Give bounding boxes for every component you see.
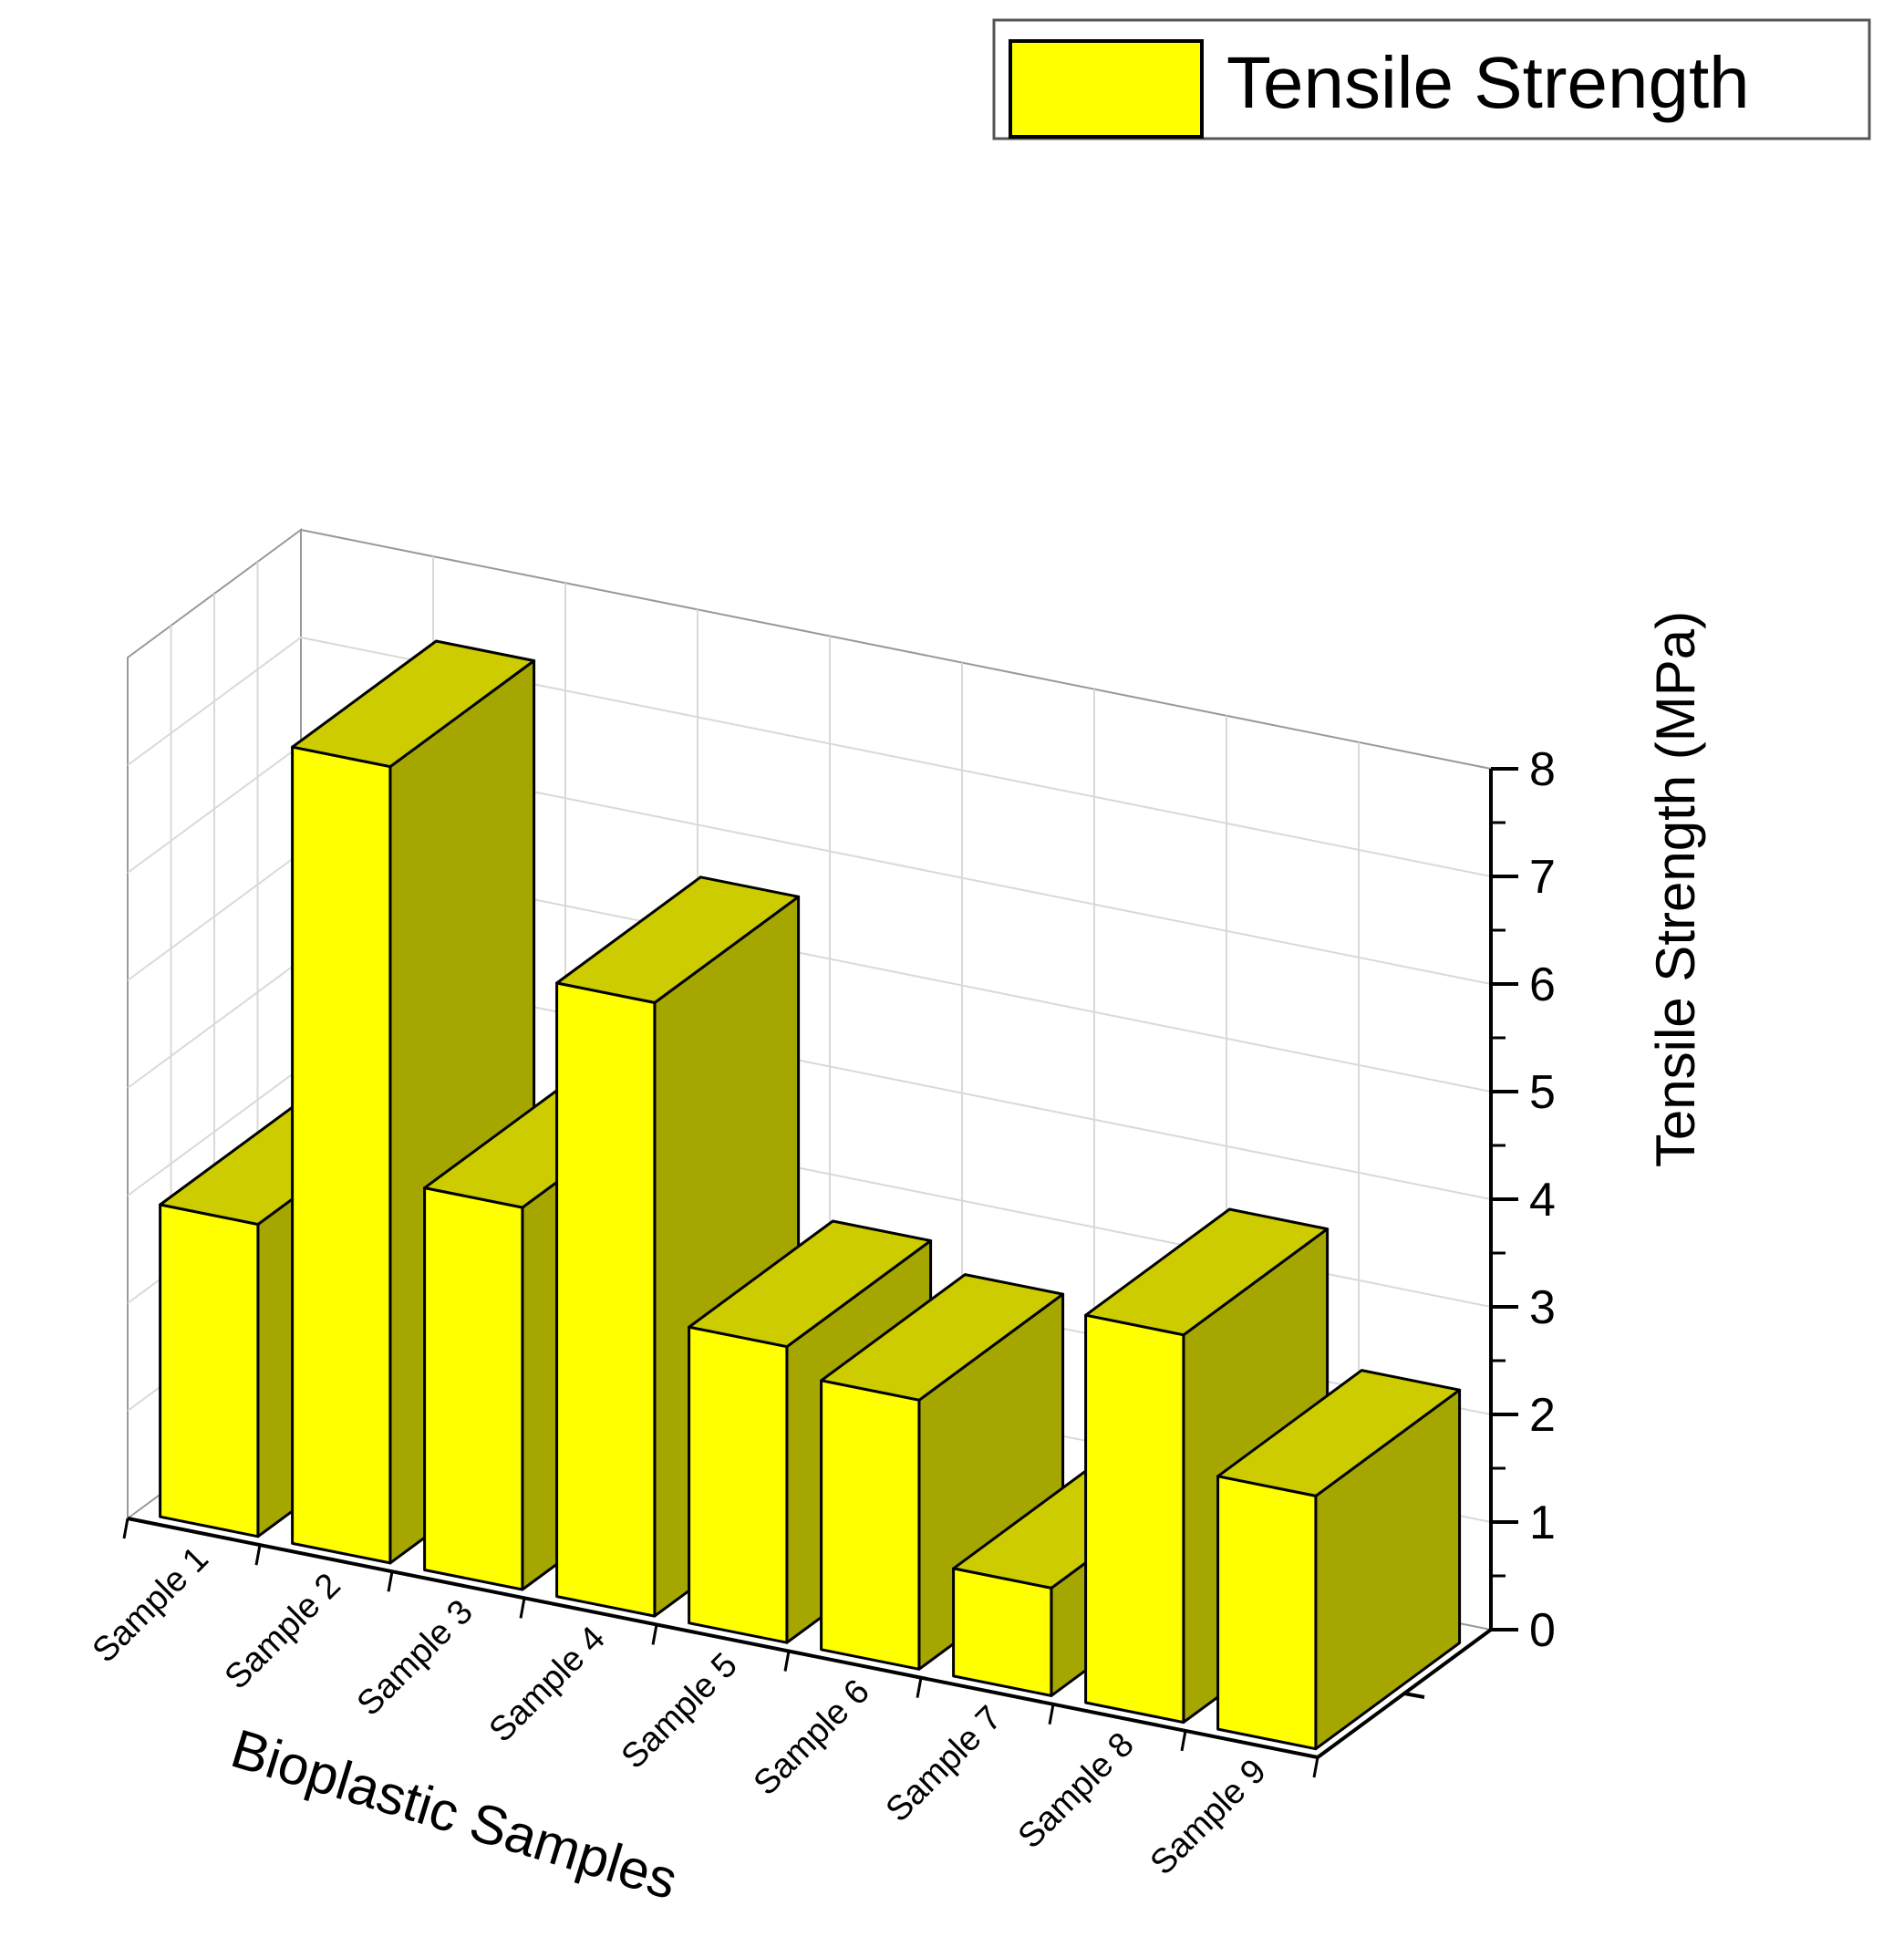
x-tick-label: Sample 4 xyxy=(482,1620,613,1750)
bar-front xyxy=(555,981,657,1618)
x-tick xyxy=(254,1544,262,1566)
x-axis-title: Bioplastic Samples xyxy=(224,1717,684,1911)
y-tick-label: 8 xyxy=(1529,743,1556,796)
legend: Tensile Strength xyxy=(992,18,1871,140)
bar-front xyxy=(159,1203,260,1538)
y-tick-label: 4 xyxy=(1529,1174,1556,1227)
x-tick xyxy=(916,1677,923,1698)
x-tick xyxy=(1312,1756,1319,1778)
x-tick-label: Sample 8 xyxy=(1011,1725,1142,1856)
x-tick xyxy=(651,1624,658,1645)
axes xyxy=(122,767,1518,1778)
y-tick-label: 3 xyxy=(1529,1281,1556,1334)
bar-front xyxy=(820,1379,921,1671)
x-tick-label: Sample 2 xyxy=(218,1566,348,1696)
x-tick xyxy=(1048,1704,1055,1725)
x-tick-label: Sample 3 xyxy=(350,1592,481,1723)
x-tick xyxy=(122,1517,129,1539)
x-tick-label: Sample 9 xyxy=(1143,1752,1274,1882)
bars xyxy=(159,639,1462,1751)
bar xyxy=(1216,1369,1462,1751)
x-tick-label: Sample 1 xyxy=(86,1539,216,1670)
bar-front xyxy=(291,745,392,1565)
bar-front xyxy=(952,1567,1053,1697)
y-tick-label: 6 xyxy=(1529,958,1556,1011)
y-tick-label: 7 xyxy=(1529,851,1556,904)
x-tick xyxy=(1180,1730,1187,1752)
y-tick-label: 1 xyxy=(1529,1497,1556,1549)
x-tick-label: Sample 6 xyxy=(747,1673,877,1803)
y-tick-label: 0 xyxy=(1529,1604,1556,1657)
y-tick-label: 2 xyxy=(1529,1389,1556,1442)
bar-front xyxy=(688,1325,789,1644)
x-axis-line xyxy=(127,1517,1319,1759)
bar-front xyxy=(1216,1475,1318,1751)
y-tick-label: 5 xyxy=(1529,1066,1556,1119)
y-axis-title: Tensile Strength (MPa) xyxy=(1645,611,1706,1167)
x-tick-label: Sample 5 xyxy=(615,1646,745,1776)
legend-swatch xyxy=(1009,39,1204,139)
x-tick xyxy=(387,1570,394,1592)
x-tick-label: Sample 7 xyxy=(879,1699,1009,1829)
legend-label: Tensile Strength xyxy=(1226,42,1750,123)
depth-axis-tick xyxy=(1403,1692,1425,1699)
bar-front xyxy=(423,1186,524,1591)
bar-front xyxy=(1084,1313,1185,1725)
x-tick xyxy=(519,1598,526,1619)
x-tick xyxy=(783,1651,791,1672)
